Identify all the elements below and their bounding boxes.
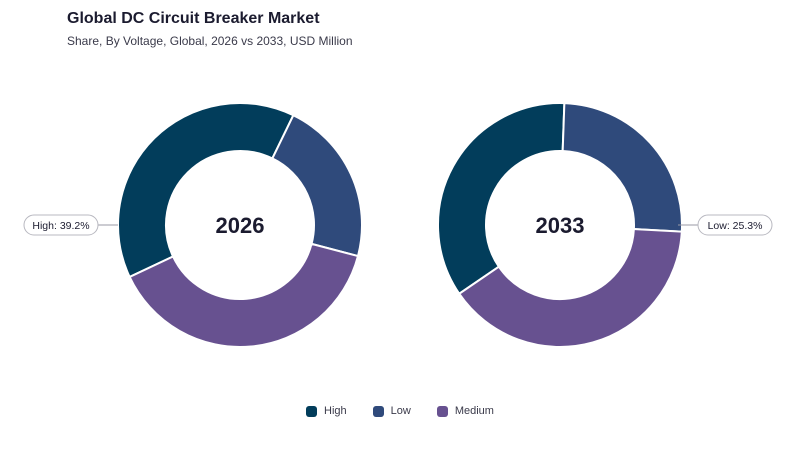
legend-item-high[interactable]: High <box>306 405 347 417</box>
donut-chart-2026: 2026 High: 39.2% <box>23 102 363 348</box>
chart-subtitle: Share, By Voltage, Global, 2026 vs 2033,… <box>67 34 353 48</box>
center-label-2033: 2033 <box>536 213 585 238</box>
slice-low-2026[interactable] <box>271 113 363 258</box>
chart-title: Global DC Circuit Breaker Market <box>67 10 320 27</box>
center-label-2026: 2026 <box>216 213 265 238</box>
slice-high-2026[interactable] <box>117 102 295 279</box>
legend-item-medium[interactable]: Medium <box>436 405 494 417</box>
legend-item-low[interactable]: Low <box>372 405 411 417</box>
legend-swatch-high <box>306 405 318 417</box>
slice-high-2033[interactable] <box>437 102 566 296</box>
annotation-label-2033: Low: 25.3% <box>708 220 763 232</box>
legend-swatch-medium <box>436 405 448 417</box>
legend-swatch-low <box>372 405 384 417</box>
legend-label-high: High <box>324 405 347 417</box>
legend-label-low: Low <box>390 405 411 417</box>
annotation-box-2033 <box>697 214 773 236</box>
slice-medium-2026[interactable] <box>128 242 360 348</box>
slice-low-2033[interactable] <box>561 102 683 233</box>
legend: High Low Medium <box>0 405 800 417</box>
legend-label-medium: Medium <box>454 405 494 417</box>
annotation-label-2026: High: 39.2% <box>32 220 89 232</box>
donut-chart-2033: 2033 Low: 25.3% <box>437 102 773 348</box>
annotation-box-2026 <box>23 214 99 236</box>
slice-medium-2033[interactable] <box>457 227 683 348</box>
